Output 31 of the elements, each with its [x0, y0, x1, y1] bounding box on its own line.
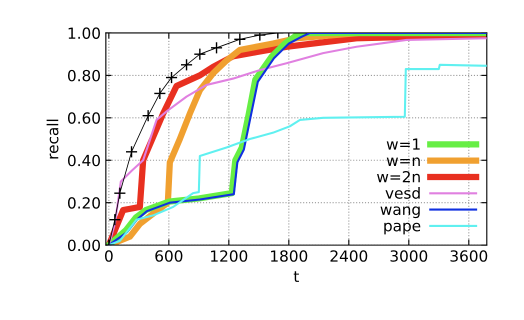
point [108, 213, 122, 226]
legend-label: w=2n [377, 170, 420, 182]
y-tick-label: 1.00 [68, 27, 100, 39]
x-tick-label: 1200 [211, 250, 248, 262]
legend-label: w=n [386, 157, 420, 166]
y-tick-label: 0.20 [68, 197, 100, 209]
y-tick-label: 0.60 [68, 112, 100, 124]
legend-label: wang [380, 206, 420, 218]
x-tick-label: 3000 [390, 250, 428, 262]
point [142, 109, 154, 122]
x-axis-title: t [294, 271, 299, 282]
point [194, 48, 206, 60]
y-tick-label: 0.00 [68, 240, 100, 252]
legend-label: w=1 [386, 138, 420, 150]
y-axis-title: recall [46, 120, 58, 158]
x-tick-label: 0 [104, 250, 113, 262]
point [125, 146, 138, 158]
point [210, 42, 223, 54]
legend-label: pape [384, 222, 420, 234]
y-tick-label: 0.80 [68, 70, 100, 82]
point [165, 71, 178, 84]
point [154, 87, 166, 100]
legend-label: vesd [385, 187, 420, 199]
x-tick-label: 1800 [271, 250, 308, 262]
y-tick-label: 0.40 [68, 154, 100, 166]
x-tick-label: 600 [155, 250, 182, 262]
point [234, 33, 246, 46]
point [180, 58, 193, 72]
point [114, 186, 126, 200]
x-tick-label: 2400 [330, 250, 368, 262]
x-tick-label: 3600 [450, 250, 488, 262]
